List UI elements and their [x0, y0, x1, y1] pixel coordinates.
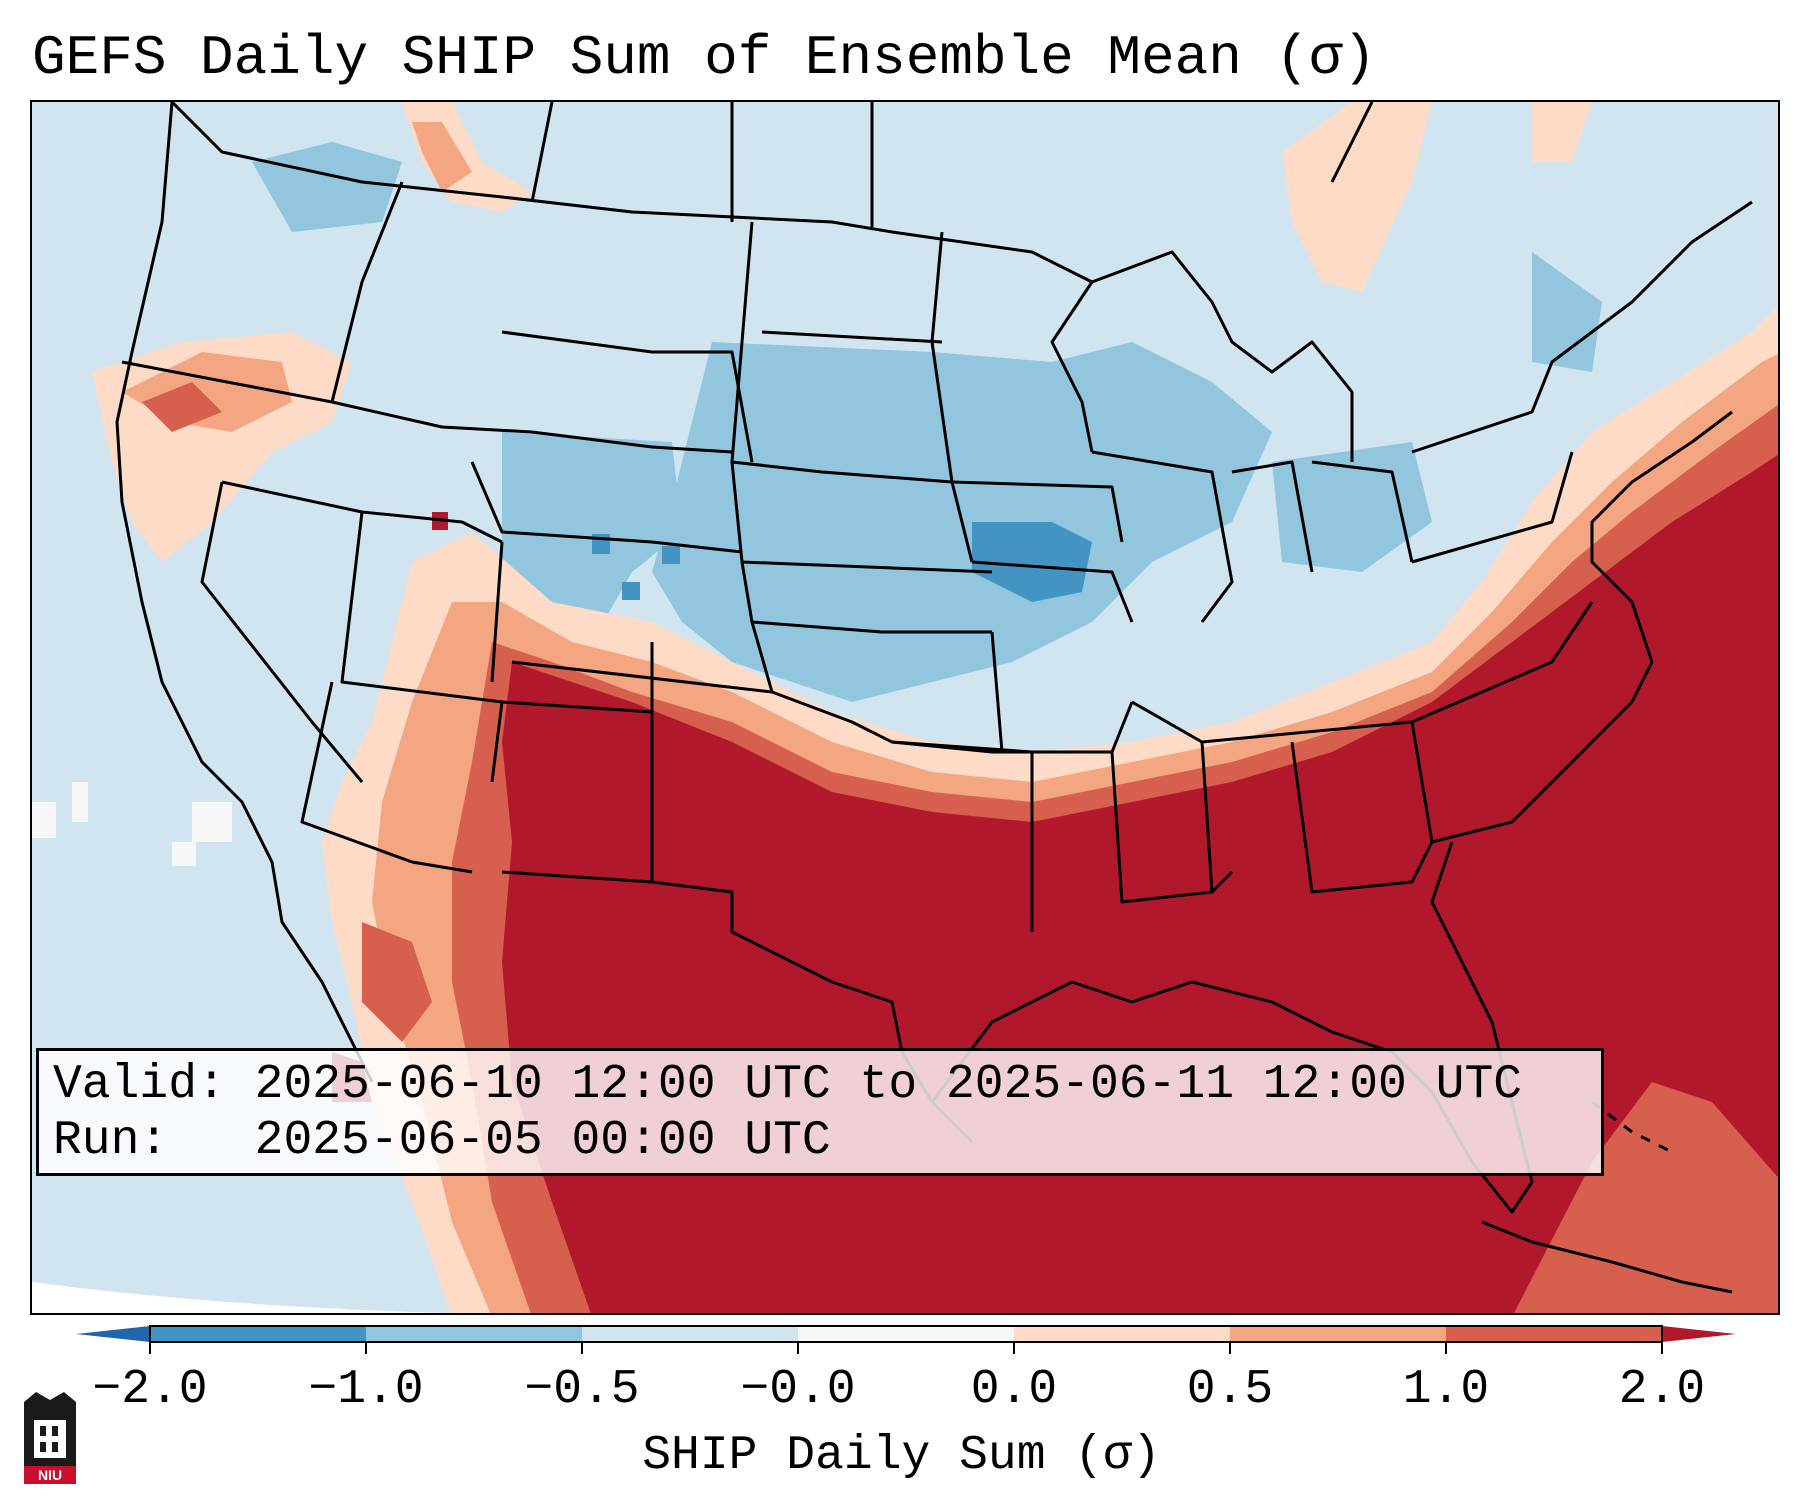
page-title: GEFS Daily SHIP Sum of Ensemble Mean (σ): [32, 26, 1377, 90]
valid-value: 2025-06-10 12:00 UTC to 2025-06-11 12:00…: [254, 1058, 1523, 1112]
colorbar-bin: [1230, 1326, 1447, 1342]
colorbar-label: SHIP Daily Sum (σ): [642, 1429, 1161, 1483]
colorbar-bin: [150, 1326, 367, 1342]
colorbar-bin: [366, 1326, 583, 1342]
valid-run-infobox: Valid: 2025-06-10 12:00 UTC to 2025-06-1…: [36, 1048, 1604, 1176]
colorbar-bin: [582, 1326, 799, 1342]
colorbar-tick-label: −0.0: [740, 1363, 856, 1417]
colorbar-tick-label: −0.5: [524, 1363, 640, 1417]
colorbar-bin: [1446, 1326, 1663, 1342]
run-label: Run:: [53, 1114, 169, 1168]
low-value-patch: [32, 782, 232, 866]
run-value: 2025-06-05 00:00 UTC: [254, 1114, 831, 1168]
colorbar-tick-label: 1.0: [1402, 1363, 1490, 1417]
niu-logo: NIU: [24, 1392, 76, 1484]
colorbar-frame: [149, 1325, 1663, 1343]
colorbar-bin: [1014, 1326, 1231, 1342]
colorbar-tick-label: −2.0: [92, 1363, 208, 1417]
valid-label: Valid:: [53, 1058, 226, 1112]
colorbar-tick-label: 2.0: [1618, 1363, 1706, 1417]
colorbar-under-arrow: [76, 1326, 150, 1342]
colorbar-tick-label: −1.0: [308, 1363, 424, 1417]
colorbar-tick-label: 0.0: [970, 1363, 1058, 1417]
logo-text: NIU: [38, 1467, 62, 1483]
anomaly-northeast-canada: [1282, 102, 1592, 292]
colorbar-bin: [798, 1326, 1015, 1342]
colorbar-over-arrow: [1662, 1326, 1736, 1342]
colorbar-tick-label: 0.5: [1186, 1363, 1274, 1417]
